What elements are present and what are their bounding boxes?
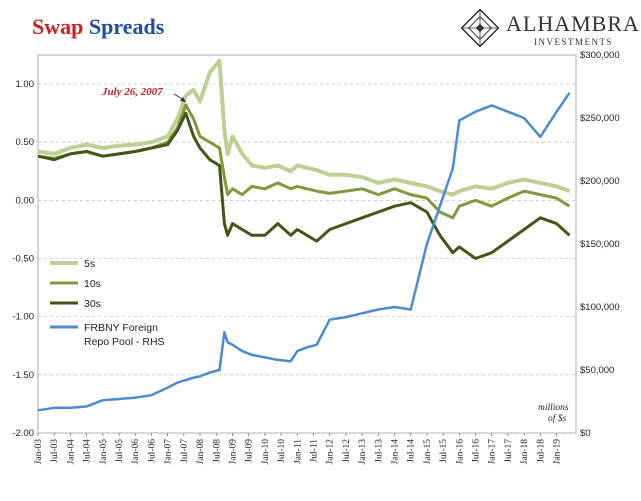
x-tick-label: Jan-09 (228, 439, 238, 465)
x-tick-label: Jan-18 (520, 439, 530, 465)
x-tick-label: Jul-11 (309, 439, 319, 463)
chart-title: Swap Spreads (32, 14, 164, 40)
units-note-line1: millions (538, 403, 569, 413)
x-tick-label: Jan-17 (488, 439, 498, 465)
annotation-label: July 26, 2007 (101, 86, 163, 98)
x-tick-label: Jan-15 (423, 439, 433, 465)
x-tick-label: Jan-19 (553, 439, 563, 465)
x-tick-label: Jul-08 (212, 439, 222, 463)
x-tick-label: Jul-04 (83, 439, 93, 463)
right-tick-label: $300,000 (580, 50, 620, 61)
legend-label: 30s (84, 298, 101, 310)
series-line-1 (37, 103, 571, 220)
right-tick-label: $50,000 (580, 365, 614, 376)
x-tick-label: Jul-05 (115, 439, 125, 463)
x-tick-label: Jul-03 (50, 439, 60, 463)
x-tick-label: Jan-13 (358, 439, 368, 465)
series-line-0 (37, 58, 571, 197)
x-tick-label: Jul-09 (245, 439, 255, 463)
x-tick-label: Jan-04 (66, 439, 76, 465)
brand-sub: INVESTMENTS (534, 37, 613, 47)
right-tick-label: $150,000 (580, 239, 620, 250)
series-line-2 (37, 111, 571, 260)
plot-frame (37, 54, 577, 434)
x-tick-label: Jan-14 (391, 439, 401, 465)
annotation-arrow-head (180, 97, 186, 102)
x-tick-label: Jan-06 (131, 439, 141, 465)
units-note-line2: of $s (548, 413, 567, 424)
x-tick-label: Jan-05 (99, 439, 109, 465)
x-tick-label: Jan-11 (293, 439, 303, 464)
left-tick-label: -1.50 (12, 370, 34, 381)
x-tick-label: Jul-07 (180, 439, 190, 463)
right-tick-label: $200,000 (580, 176, 620, 187)
x-tick-label: Jan-12 (326, 439, 336, 465)
x-tick-label: Jul-14 (407, 439, 417, 463)
left-tick-label: -1.00 (12, 312, 34, 323)
legend-label: FRBNY Foreign (84, 322, 158, 334)
left-tick-label: 1.00 (16, 79, 35, 90)
left-tick-label: 0.50 (16, 137, 35, 148)
left-tick-label: 0.00 (16, 195, 35, 206)
x-tick-label: Jan-10 (261, 439, 271, 465)
x-tick-label: Jul-13 (374, 439, 384, 463)
x-tick-label: Jul-15 (439, 439, 449, 463)
x-tick-label: Jul-16 (472, 439, 482, 463)
left-tick-label: -2.00 (12, 428, 34, 439)
series-line-3 (37, 92, 571, 412)
x-tick-label: Jan-07 (164, 439, 174, 465)
x-tick-label: Jan-03 (34, 439, 44, 465)
x-tick-label: Jul-18 (536, 439, 546, 463)
right-tick-label: $250,000 (580, 113, 620, 124)
legend-label: 10s (84, 278, 101, 290)
x-tick-label: Jan-16 (455, 439, 465, 465)
legend-label: Repo Pool - RHS (84, 336, 165, 348)
x-tick-label: Jan-08 (196, 439, 206, 465)
title-swap: Swap (32, 14, 84, 39)
title-spreads: Spreads (88, 14, 165, 39)
x-tick-label: Jul-17 (504, 439, 514, 463)
right-tick-label: $100,000 (580, 302, 620, 313)
x-tick-label: Jul-10 (277, 439, 287, 463)
alhambra-logo-icon (460, 8, 500, 48)
x-tick-label: Jul-06 (147, 439, 157, 463)
legend-label: 5s (84, 258, 95, 270)
brand-name: ALHAMBRA (506, 11, 640, 36)
right-tick-label: $0 (580, 428, 591, 439)
x-tick-label: Jul-12 (342, 439, 352, 463)
left-tick-label: -0.50 (12, 254, 34, 265)
